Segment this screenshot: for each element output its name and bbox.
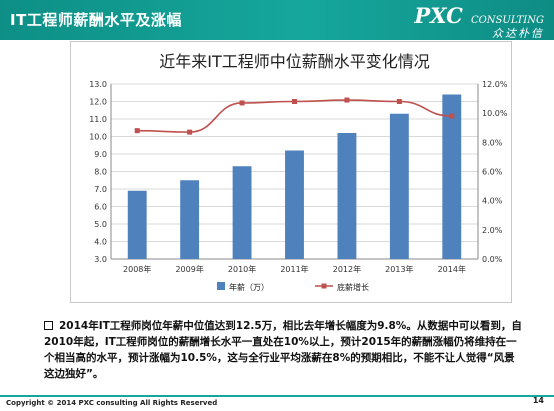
company-logo: PXC CONSULTING 众达朴信	[414, 3, 544, 41]
x-tick-label: 2008年	[123, 264, 151, 274]
page-number: 14	[532, 396, 544, 405]
line-point	[344, 97, 350, 103]
y-right-tick-label: 2.0%	[482, 226, 503, 235]
y-right-tick-label: 4.0%	[482, 197, 503, 206]
y-left-tick-label: 10.0	[89, 133, 107, 142]
bullet-square-icon	[44, 321, 53, 330]
copyright-text: Copyright © 2014 PXC consulting All Righ…	[6, 399, 218, 407]
y-left-tick-label: 5.0	[94, 220, 107, 229]
summary-note: 2014年IT工程师岗位年薪中位值达到12.5万，相比去年增长幅度为9.8%。从…	[44, 318, 524, 382]
summary-note-text: 2014年IT工程师岗位年薪中位值达到12.5万，相比去年增长幅度为9.8%。从…	[44, 320, 522, 380]
legend-marker-line	[321, 283, 327, 289]
line-point	[187, 129, 193, 135]
y-right-tick-label: 10.0%	[482, 109, 508, 118]
chart-title: 近年来IT工程师中位薪酬水平变化情况	[159, 52, 430, 71]
x-tick-label: 2013年	[385, 264, 413, 274]
y-left-tick-label: 13.0	[89, 80, 107, 89]
x-tick-label: 2014年	[438, 264, 466, 274]
x-tick-label: 2009年	[175, 264, 203, 274]
footer-divider	[0, 395, 554, 397]
y-left-tick-label: 3.0	[94, 255, 107, 264]
logo-main-text: PXC	[414, 3, 463, 28]
y-right-tick-label: 12.0%	[482, 80, 508, 89]
legend-swatch-bar	[217, 282, 225, 290]
line-point	[134, 128, 140, 134]
x-tick-label: 2012年	[333, 264, 361, 274]
y-left-tick-label: 4.0	[94, 238, 107, 247]
y-right-tick-label: 8.0%	[482, 138, 503, 147]
line-point	[239, 100, 245, 106]
bar	[180, 180, 200, 259]
logo-sub-text: CONSULTING	[470, 15, 544, 26]
bar	[127, 190, 147, 259]
bar	[285, 150, 304, 259]
chart-frame: 近年来IT工程师中位薪酬水平变化情况 3.0 4.0 5.0 6.0 7.0 8.0 9.0 1…	[70, 41, 512, 303]
x-tick-label: 2011年	[280, 264, 308, 274]
bar	[232, 166, 252, 259]
legend-label-bar: 年薪（万）	[229, 282, 269, 292]
y-left-tick-label: 7.0	[94, 185, 107, 194]
x-tick-label: 2010年	[228, 264, 256, 274]
line-point	[396, 99, 402, 104]
header-bar: IT工程师薪酬水平及涨幅 PXC CONSULTING 众达朴信	[0, 0, 554, 40]
bar	[442, 94, 462, 259]
y-right-tick-label: 0.0%	[482, 255, 503, 264]
bar	[389, 113, 409, 259]
line-point	[292, 99, 297, 104]
chart-area: 近年来IT工程师中位薪酬水平变化情况 3.0 4.0 5.0 6.0 7.0 8.0 9.0 1…	[89, 52, 508, 292]
y-left-tick-label: 12.0	[89, 98, 107, 107]
logo-chinese-text: 众达朴信	[492, 27, 544, 40]
y-left-tick-label: 8.0	[94, 168, 107, 177]
line-point	[449, 113, 455, 119]
bar	[337, 133, 357, 259]
y-left-tick-label: 11.0	[89, 115, 107, 124]
legend-label-line: 底薪增长	[337, 282, 369, 292]
slide-title: IT工程师薪酬水平及涨幅	[10, 11, 182, 29]
y-left-tick-label: 9.0	[94, 150, 107, 159]
y-left-tick-label: 6.0	[94, 203, 107, 212]
y-right-tick-label: 6.0%	[482, 168, 503, 177]
